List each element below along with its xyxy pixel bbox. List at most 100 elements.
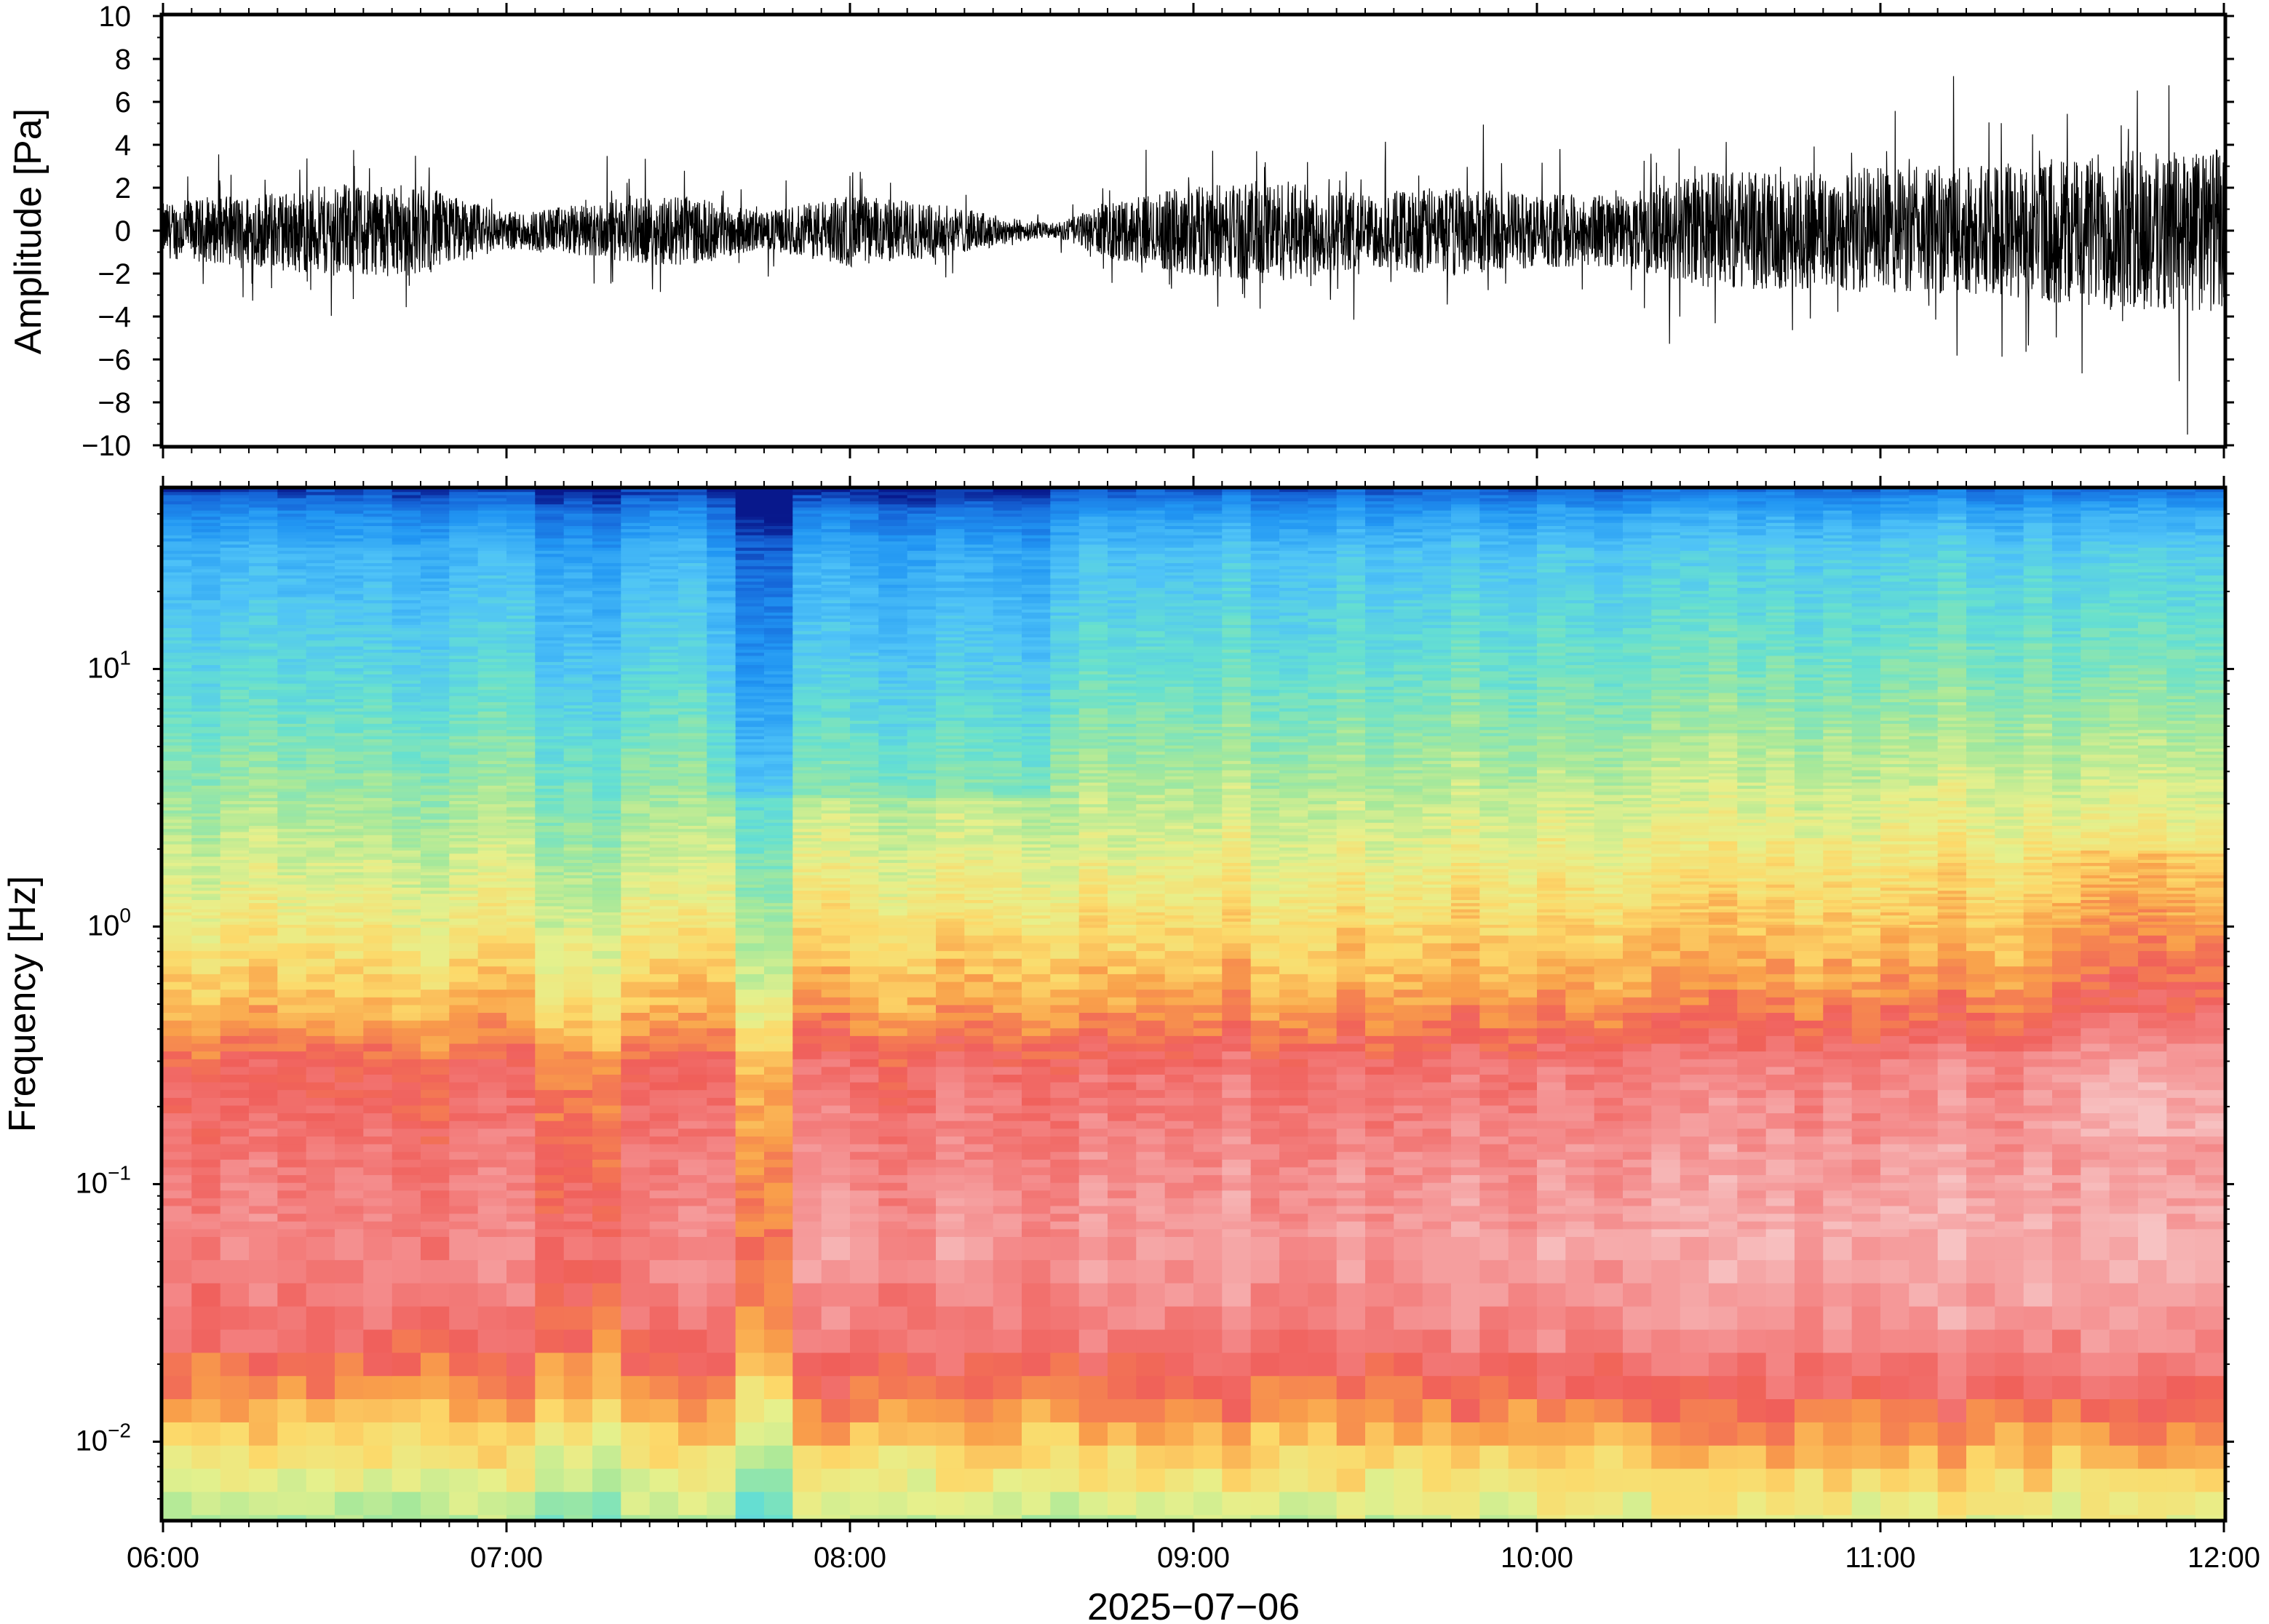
spectrogram-cell (449, 717, 479, 722)
spectrogram-cell (363, 517, 393, 521)
spectrogram-cell (792, 1229, 822, 1238)
spectrogram-cell (421, 587, 450, 592)
spectrogram-cell (592, 832, 622, 836)
spectrogram-cell (392, 1515, 421, 1519)
spectrogram-cell (477, 982, 507, 990)
spectrogram-cell (191, 621, 221, 626)
spectrogram-cell (506, 822, 536, 827)
spectrogram-cell (249, 925, 279, 928)
spectrogram-cell (335, 686, 365, 690)
spectrogram-cell (735, 872, 765, 876)
spectrogram-cell (392, 572, 421, 576)
spectrogram-cell (163, 554, 193, 558)
spectrogram-cell (649, 529, 679, 533)
spectrogram-cell (477, 896, 507, 901)
spectrogram-cell (821, 982, 851, 990)
spectrogram-cell (821, 591, 851, 595)
spectrogram-cell (563, 773, 593, 777)
spectrogram-cell (477, 526, 507, 530)
spectrogram-cell (220, 609, 250, 613)
spectrogram-cell (421, 661, 450, 666)
spectrogram-cell (792, 1020, 822, 1030)
spectrogram-cell (563, 587, 593, 592)
spectrogram-cell (563, 492, 593, 496)
spectrogram-cell (506, 658, 536, 663)
spectrogram-cell (449, 628, 479, 632)
spectrogram-cell (821, 881, 851, 885)
spectrogram-cell (163, 661, 193, 666)
spectrogram-cell (163, 597, 193, 601)
spectrogram-cell (449, 674, 479, 678)
spectrogram-cell (707, 1144, 736, 1153)
spectrogram-cell (277, 1515, 307, 1519)
spectrogram-cell (220, 832, 250, 836)
spectrogram-cell (735, 690, 765, 694)
spectrogram-cell (363, 671, 393, 675)
spectrogram-cell (306, 822, 335, 827)
spectrogram-cell (563, 1221, 593, 1230)
spectrogram-cell (277, 711, 307, 715)
spectrogram-cell (506, 649, 536, 653)
spectrogram-cell (363, 1492, 393, 1516)
spectrogram-cell (506, 801, 536, 805)
spectrogram-cell (306, 847, 335, 851)
spectrogram-cell (563, 621, 593, 626)
spectrogram-cell (592, 581, 622, 586)
spectrogram-cell (477, 1399, 507, 1423)
spectrogram-cell (363, 819, 393, 824)
spectrogram-cell (363, 723, 393, 728)
spectrogram-cell (363, 498, 393, 502)
spectrogram-cell (535, 600, 565, 604)
spectrogram-cell (850, 569, 880, 573)
spectrogram-cell (821, 810, 851, 814)
spectrogram-cell (191, 1399, 221, 1423)
spectrogram-cell (678, 1043, 708, 1052)
spectrogram-cell (163, 498, 193, 502)
spectrogram-cell (535, 779, 565, 784)
spectrogram-cell (421, 538, 450, 542)
spectrogram-cell (563, 797, 593, 802)
spectrogram-cell (792, 597, 822, 601)
spectrogram-cell (277, 785, 307, 789)
spectrogram-cell (649, 884, 679, 888)
spectrogram-cell (277, 1121, 307, 1130)
spectrogram-cell (678, 591, 708, 595)
spectrogram-cell (220, 495, 250, 499)
spectrogram-cell (421, 616, 450, 620)
spectrogram-cell (191, 686, 221, 690)
spectrogram-cell (649, 597, 679, 601)
spectrogram-cell (506, 520, 536, 524)
spectrogram-cell (421, 711, 450, 715)
spectrogram-cell (363, 958, 393, 968)
spectrogram-cell (535, 708, 565, 712)
spectrogram-cell (392, 547, 421, 552)
spectrogram-cell (449, 1399, 479, 1423)
spectrogram-cell (563, 501, 593, 505)
spectrogram-cell (621, 1399, 651, 1423)
spectrogram-cell (277, 928, 307, 936)
spectrogram-cell (449, 529, 479, 533)
spectrogram-cell (649, 541, 679, 546)
spectrogram-cell (592, 869, 622, 873)
spectrogram-cell (764, 739, 794, 744)
spectrogram-cell (477, 591, 507, 595)
spectrogram-cell (449, 603, 479, 608)
spectrogram-cell (850, 720, 880, 725)
spectrogram-cell (563, 578, 593, 583)
spectrogram-cell (363, 578, 393, 583)
spectrogram-cell (621, 884, 651, 888)
spectrogram-cell (535, 624, 565, 629)
spectrogram-cell (678, 881, 708, 885)
spectrogram-cell (764, 661, 794, 666)
spectrogram-cell (220, 829, 250, 833)
spectrogram-cell (506, 1067, 536, 1075)
spectrogram-cell (621, 958, 651, 968)
spectrogram-cell (678, 893, 708, 898)
spectrogram-cell (335, 547, 365, 552)
spectrogram-cell (163, 683, 193, 688)
spectrogram-cell (392, 745, 421, 749)
spectrogram-cell (707, 748, 736, 752)
spectrogram-cell (449, 665, 479, 669)
spectrogram-cell (735, 900, 765, 904)
spectrogram-cell (792, 760, 822, 765)
